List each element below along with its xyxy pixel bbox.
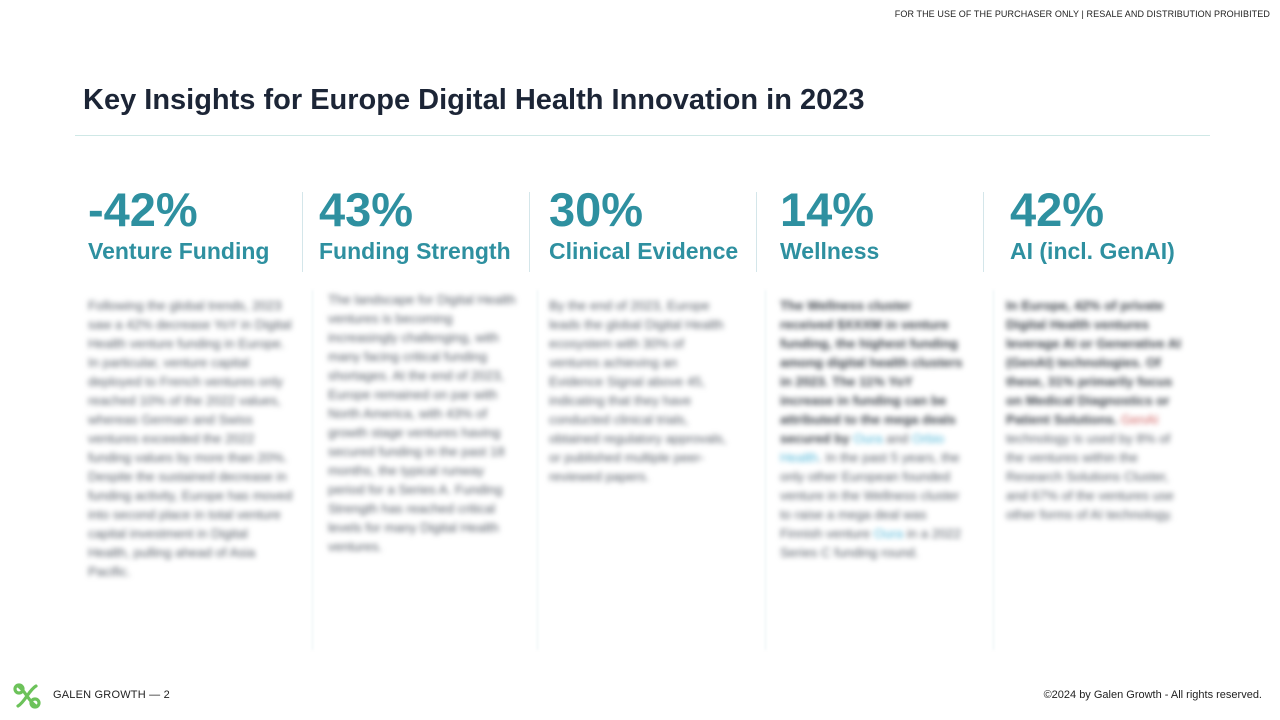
column-divider	[537, 290, 538, 650]
column-divider	[983, 192, 984, 272]
column-divider	[302, 192, 303, 272]
insight-ai: 42% AI (incl. GenAI) In Europe, 42% of p…	[1006, 183, 1188, 655]
insight-funding-strength: 43% Funding Strength The landscape for D…	[319, 185, 524, 655]
insight-stat: 30%	[549, 183, 644, 236]
insight-category: AI (incl. GenAI)	[1010, 238, 1175, 264]
insight-body-text: technology is used by 8% of the ventures…	[1006, 431, 1174, 522]
insight-body-text: . In the past 5 years, the only other Eu…	[780, 450, 960, 541]
galen-growth-logo-icon	[13, 683, 41, 709]
insight-clinical-evidence: 30% Clinical Evidence By the end of 2023…	[549, 185, 738, 655]
venture-link[interactable]: Oura	[873, 526, 904, 541]
insight-body: The Wellness cluster received $XXXM in v…	[780, 296, 968, 562]
insight-category: Wellness	[780, 238, 880, 264]
insight-category: Clinical Evidence	[549, 238, 739, 264]
insight-body-text: in a 2022 Series C funding round.	[780, 526, 962, 560]
page-title: Key Insights for Europe Digital Health I…	[83, 84, 865, 116]
title-divider	[75, 135, 1210, 136]
venture-link[interactable]: Orbio Health	[780, 431, 945, 465]
insight-body-text: The Wellness cluster received $XXXM in v…	[780, 298, 963, 446]
venture-link[interactable]: Oura	[853, 431, 883, 446]
column-divider	[765, 290, 766, 650]
insight-wellness: 14% Wellness The Wellness cluster receiv…	[780, 185, 968, 655]
term-link[interactable]: GenAI	[1121, 412, 1159, 427]
insight-stat: 43%	[319, 183, 414, 236]
insight-body: In Europe, 42% of private Digital Health…	[1006, 296, 1188, 524]
insight-category: Venture Funding	[88, 238, 270, 264]
brand-separator: —	[149, 689, 161, 701]
insight-body-text: In Europe, 42% of private Digital Health…	[1006, 298, 1181, 427]
insight-venture-funding: -42% Venture Funding Following the globa…	[88, 185, 293, 655]
insight-category: Funding Strength	[319, 238, 511, 264]
insight-body: Following the global trends, 2023 saw a …	[88, 298, 293, 579]
column-divider	[993, 290, 994, 650]
insight-stat: 42%	[1010, 183, 1105, 236]
disclaimer-text: FOR THE USE OF THE PURCHASER ONLY | RESA…	[894, 9, 1270, 19]
insight-stat: -42%	[88, 183, 198, 236]
insight-body: The landscape for Digital Health venture…	[328, 292, 516, 554]
footer-brand: GALEN GROWTH — 2	[53, 689, 170, 701]
column-divider	[756, 192, 757, 272]
column-divider	[312, 290, 313, 650]
column-divider	[529, 192, 530, 272]
copyright-text: ©2024 by Galen Growth - All rights reser…	[1043, 689, 1262, 701]
insight-body-text: and	[882, 431, 912, 446]
brand-name: GALEN GROWTH	[53, 689, 146, 701]
insight-body: By the end of 2023, Europe leads the glo…	[549, 298, 727, 484]
insight-stat: 14%	[780, 183, 875, 236]
page-number: 2	[163, 689, 170, 701]
